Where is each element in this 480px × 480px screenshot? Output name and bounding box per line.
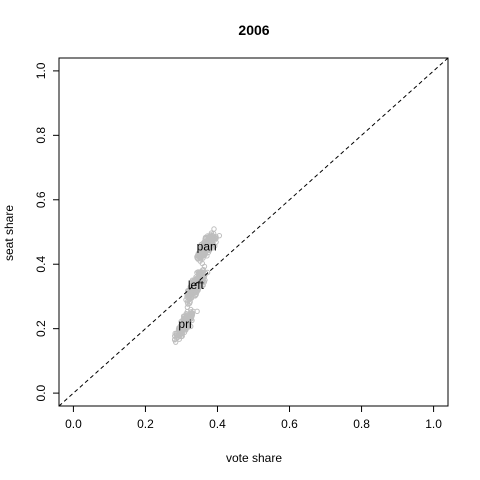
cluster-label-left: left bbox=[188, 278, 205, 292]
x-axis: 0.0 0.2 0.4 0.6 0.8 1.0 bbox=[65, 406, 442, 431]
plot-frame bbox=[58, 57, 449, 407]
data-point-left bbox=[199, 260, 206, 267]
data-point-pri bbox=[182, 318, 189, 324]
data-point-left bbox=[186, 300, 193, 307]
data-point-left bbox=[197, 280, 203, 287]
data-point-pan bbox=[213, 234, 219, 240]
data-point-left bbox=[191, 291, 197, 297]
x-tick-label: 0.2 bbox=[137, 417, 154, 431]
x-axis-label: vote share bbox=[226, 451, 282, 465]
cluster-label-pri: pri bbox=[178, 317, 191, 331]
cluster-labels: pan left pri bbox=[178, 240, 216, 331]
data-point-pan bbox=[197, 250, 203, 256]
data-point-pan bbox=[195, 253, 202, 259]
data-point-left bbox=[200, 266, 207, 273]
y-axis-label: seat share bbox=[2, 205, 16, 261]
data-point-left bbox=[195, 273, 202, 280]
data-point-pri bbox=[172, 336, 178, 342]
y-tick-label: 0.0 bbox=[34, 384, 48, 401]
x-tick-label: 0.6 bbox=[281, 417, 298, 431]
reference-line bbox=[58, 57, 449, 407]
data-point-pan bbox=[207, 242, 213, 248]
data-point-pan bbox=[200, 240, 207, 246]
y-tick-label: 0.6 bbox=[34, 191, 48, 208]
data-point-pri bbox=[186, 313, 192, 319]
y-tick-label: 0.8 bbox=[34, 127, 48, 144]
cluster-label-pan: pan bbox=[197, 240, 217, 254]
data-point-pri bbox=[194, 308, 200, 315]
x-tick-label: 0.4 bbox=[209, 417, 226, 431]
data-point-left bbox=[204, 269, 211, 276]
y-axis: 0.0 0.2 0.4 0.6 0.8 1.0 bbox=[34, 62, 59, 401]
x-tick-label: 1.0 bbox=[425, 417, 442, 431]
y-tick-label: 0.4 bbox=[34, 256, 48, 273]
data-point-left bbox=[190, 283, 196, 290]
data-point-pri bbox=[172, 333, 178, 339]
data-point-pan bbox=[208, 237, 215, 243]
data-point-pan bbox=[202, 251, 208, 258]
x-tick-label: 0.8 bbox=[353, 417, 370, 431]
x-tick-label: 0.0 bbox=[65, 417, 82, 431]
data-point-left bbox=[188, 295, 194, 301]
data-point-pan bbox=[211, 226, 217, 232]
data-point-pan bbox=[216, 232, 223, 239]
y-tick-label: 1.0 bbox=[34, 62, 48, 79]
chart-title: 2006 bbox=[238, 22, 269, 38]
data-point-left bbox=[188, 291, 194, 298]
y-tick-label: 0.2 bbox=[34, 320, 48, 337]
data-point-pri bbox=[177, 329, 183, 336]
